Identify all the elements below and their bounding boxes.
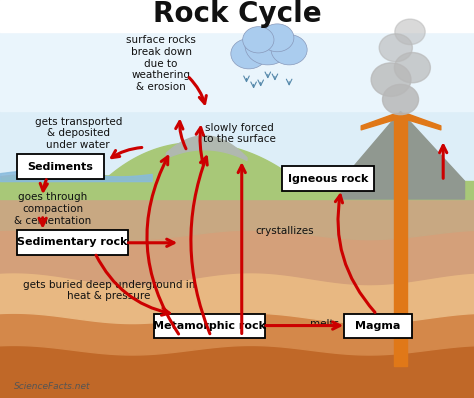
Circle shape [231,39,267,69]
Text: Igneous rock: Igneous rock [288,174,368,184]
Circle shape [395,19,425,45]
Text: gets transported
& deposited
under water: gets transported & deposited under water [35,117,122,150]
FancyArrowPatch shape [96,255,169,315]
Text: Rock Cycle: Rock Cycle [153,0,321,28]
Circle shape [371,63,411,96]
Circle shape [261,24,294,52]
Bar [0,0,474,199]
Circle shape [394,53,430,83]
Circle shape [379,34,412,62]
Text: goes through
compaction
& cementation: goes through compaction & cementation [14,192,91,226]
Polygon shape [0,304,474,355]
Text: slowly forced
to the surface: slowly forced to the surface [203,123,276,144]
Text: melts: melts [310,319,339,330]
FancyArrowPatch shape [196,127,203,164]
Text: surface rocks
break down
due to
weathering
& erosion: surface rocks break down due to weatheri… [126,35,196,92]
Text: ScienceFacts.net: ScienceFacts.net [14,382,91,391]
FancyArrowPatch shape [191,157,210,334]
FancyBboxPatch shape [17,154,104,179]
Text: gets buried deep underground in
heat & pressure: gets buried deep underground in heat & p… [23,280,195,301]
Polygon shape [0,259,474,324]
Text: Metamorphic rock: Metamorphic rock [153,321,266,331]
Text: Magma: Magma [356,321,401,331]
Circle shape [243,27,274,53]
FancyArrowPatch shape [336,195,375,312]
Bar [0,0,474,32]
FancyArrowPatch shape [112,148,142,158]
FancyBboxPatch shape [17,230,128,255]
FancyArrowPatch shape [238,166,246,334]
Bar [0,0,474,111]
Polygon shape [0,341,474,398]
FancyBboxPatch shape [282,166,374,191]
Text: crystallizes: crystallizes [255,226,314,236]
Polygon shape [341,111,465,199]
Text: Sediments: Sediments [27,162,93,172]
FancyArrowPatch shape [439,146,447,178]
Polygon shape [0,216,474,285]
Text: Sedimentary rock: Sedimentary rock [17,237,128,248]
Circle shape [271,35,307,65]
FancyArrowPatch shape [147,157,179,334]
Circle shape [383,84,419,115]
FancyBboxPatch shape [344,314,412,338]
FancyArrowPatch shape [189,78,206,103]
Polygon shape [0,175,474,240]
FancyBboxPatch shape [154,314,265,338]
FancyArrowPatch shape [40,179,47,191]
FancyArrowPatch shape [39,218,46,225]
Circle shape [245,27,291,65]
FancyArrowPatch shape [128,239,174,246]
FancyArrowPatch shape [266,322,340,329]
FancyArrowPatch shape [176,122,186,149]
